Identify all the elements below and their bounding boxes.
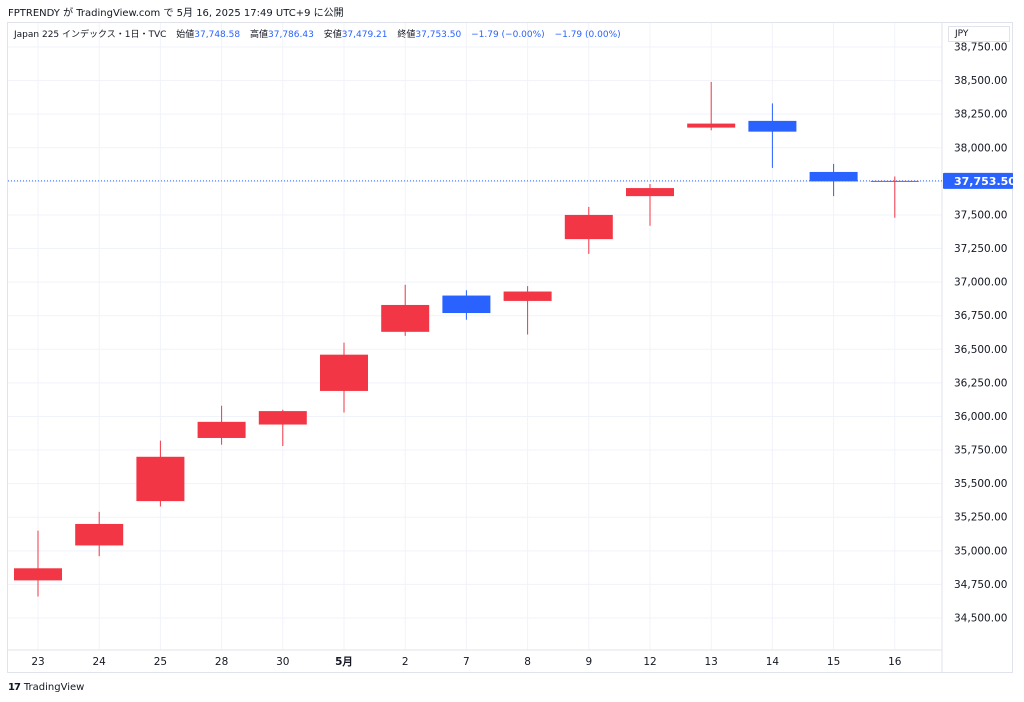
currency-selector[interactable]: JPY (948, 26, 1010, 42)
y-tick-label: 37,500.00 (954, 209, 1007, 221)
y-tick-label: 36,000.00 (954, 411, 1007, 423)
last-price-badge (943, 172, 1013, 189)
footer-brand[interactable]: 17 TradingView (8, 682, 84, 693)
candle-body (14, 568, 62, 581)
y-tick-label: 35,500.00 (954, 478, 1007, 490)
publish-info: FPTRENDY が TradingView.com で 5月 16, 2025… (8, 8, 344, 19)
chart-frame (7, 22, 1013, 673)
grid-lines (8, 23, 943, 673)
x-tick-label: 30 (276, 656, 289, 668)
y-tick-label: 34,500.00 (954, 613, 1007, 625)
x-tick-label: 24 (93, 656, 107, 668)
y-tick-label: 35,000.00 (954, 545, 1007, 557)
close-label: 終値 (397, 30, 416, 40)
y-tick-label: 37,250.00 (954, 243, 1007, 255)
last-price-label: 37,753.50 (954, 175, 1016, 188)
y-tick-label: 36,250.00 (954, 377, 1007, 389)
candle-body (503, 291, 552, 301)
open-label: 始値 (176, 30, 195, 40)
candle-body (320, 354, 368, 391)
x-tick-label: 25 (154, 656, 167, 668)
x-tick-label: 16 (888, 656, 902, 668)
candle-body (870, 180, 919, 182)
x-tick-label: 14 (766, 656, 780, 668)
candles (14, 81, 919, 597)
x-axis-ticks: 23 24 25 28 30 5月 2 7 8 9 12 13 14 15 16 (31, 656, 901, 668)
change-value-2: −1.79 (0.00%) (554, 30, 621, 40)
high-value: 37,786.43 (268, 30, 314, 40)
x-tick-label: 7 (463, 656, 470, 668)
low-label: 安値 (323, 30, 342, 40)
x-tick-label: 23 (31, 656, 44, 668)
candle-body (258, 411, 307, 425)
y-tick-label: 38,750.00 (954, 42, 1007, 54)
last-price-marker: 37,753.50 (8, 172, 1016, 189)
y-tick-label: 38,500.00 (954, 75, 1007, 87)
y-tick-label: 35,750.00 (954, 445, 1007, 457)
high-label: 高値 (249, 30, 268, 40)
candle-body (687, 123, 736, 128)
chart-legend: Japan 225 インデックス・1日・TVC 始値37,748.58 高値37… (14, 27, 621, 40)
low-value: 37,479.21 (341, 30, 388, 40)
candle-body (381, 304, 430, 332)
x-tick-label: 9 (585, 656, 592, 668)
candle-body (442, 295, 491, 314)
y-tick-label: 37,000.00 (954, 277, 1007, 289)
y-tick-label: 35,250.00 (954, 512, 1007, 524)
x-tick-label: 12 (643, 656, 656, 668)
change-value: −1.79 (−0.00%) (471, 30, 545, 40)
y-tick-label: 36,500.00 (954, 344, 1007, 356)
candle-body (809, 171, 858, 182)
candle-body (626, 188, 674, 197)
symbol-name[interactable]: Japan 225 インデックス・1日・TVC (14, 30, 167, 40)
candle-body (75, 523, 124, 546)
x-tick-label: 8 (524, 656, 531, 668)
open-value: 37,748.58 (194, 30, 241, 40)
y-tick-label: 38,000.00 (954, 142, 1007, 154)
candle-body (564, 214, 613, 240)
x-tick-label: 15 (827, 656, 840, 668)
x-tick-label: 2 (402, 656, 409, 668)
x-tick-label: 13 (705, 656, 718, 668)
x-tick-label: 28 (215, 656, 228, 668)
y-axis-ticks: 34,500.00 34,750.00 35,000.00 35,250.00 35,5… (954, 42, 1007, 625)
y-tick-label: 34,750.00 (954, 579, 1007, 591)
candle-body (748, 120, 797, 132)
brand-name: TradingView (23, 682, 85, 693)
close-value: 37,753.50 (415, 30, 462, 40)
y-tick-label: 38,250.00 (954, 109, 1007, 121)
candle-body (136, 456, 185, 502)
tradingview-logo-icon: 17 (8, 682, 21, 693)
y-tick-label: 36,750.00 (954, 310, 1007, 322)
candle-body (197, 421, 246, 438)
x-tick-label: 5月 (335, 656, 353, 668)
